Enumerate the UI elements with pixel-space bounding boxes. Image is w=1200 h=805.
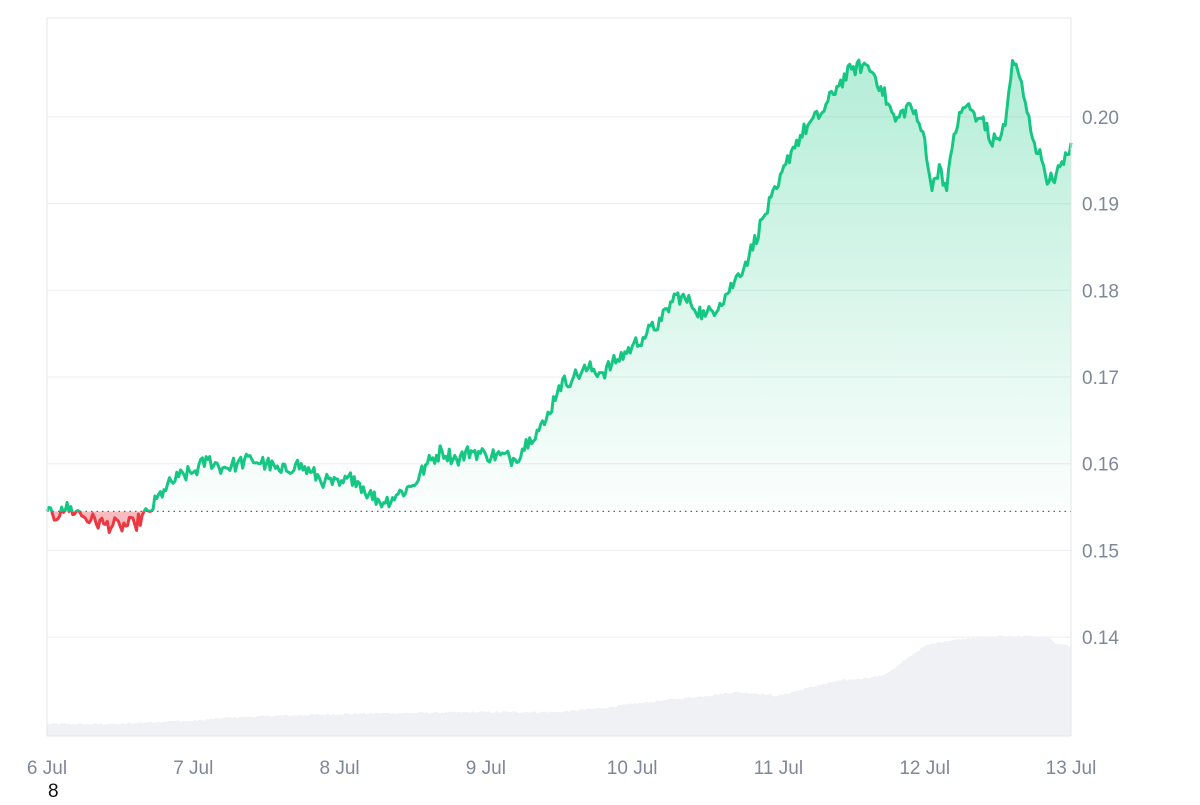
y-tick-label: 0.19 xyxy=(1082,195,1119,216)
price-area-above xyxy=(47,60,1071,512)
y-tick-label: 0.17 xyxy=(1082,368,1119,389)
x-tick-label: 9 Jul xyxy=(466,758,506,779)
volume-bars xyxy=(47,635,1071,736)
price-line xyxy=(45,58,1073,534)
x-tick-label: 6 Jul xyxy=(27,758,67,779)
x-tick-label: 8 Jul xyxy=(320,758,360,779)
y-axis: 0.14 0.15 0.16 0.17 0.18 0.19 0.20 xyxy=(1082,108,1119,649)
stray-label: 8 xyxy=(48,781,59,800)
x-tick-label: 12 Jul xyxy=(899,758,950,779)
x-tick-label: 11 Jul xyxy=(754,758,803,779)
plot-frame xyxy=(46,17,1072,737)
y-tick-label: 0.20 xyxy=(1082,108,1119,129)
y-tick-label: 0.15 xyxy=(1082,541,1119,562)
x-axis: 6 Jul 7 Jul 8 Jul 9 Jul 10 Jul 11 Jul 12 Jul 13… xyxy=(27,758,1096,779)
y-tick-label: 0.14 xyxy=(1082,628,1119,649)
x-tick-label: 10 Jul xyxy=(607,758,658,779)
price-line-above xyxy=(45,58,1073,512)
x-tick-label: 7 Jul xyxy=(173,758,213,779)
y-tick-label: 0.16 xyxy=(1082,455,1119,476)
x-tick-label: 13 Jul xyxy=(1046,758,1097,779)
volume-area xyxy=(47,635,1071,736)
y-tick-label: 0.18 xyxy=(1082,281,1119,302)
